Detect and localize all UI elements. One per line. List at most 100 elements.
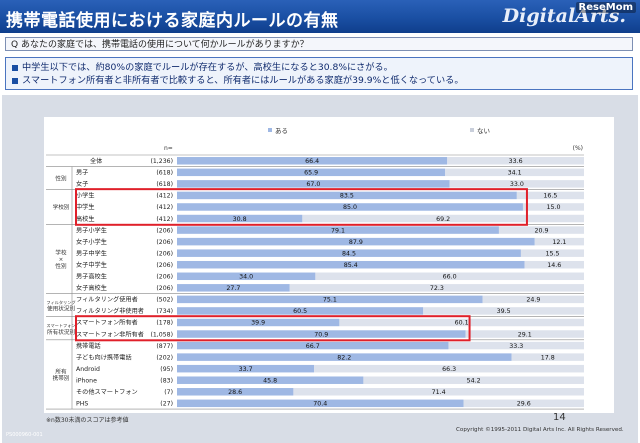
bar-yes [177,191,517,200]
bar-no [498,226,584,234]
percent-header: (%) [573,145,583,152]
bar-yes [177,272,316,281]
value-label-no: 33.0 [510,181,524,188]
bar-yes [177,214,303,223]
row-n: (95) [160,366,173,373]
value-label-no: 54.2 [467,377,481,384]
company-logo: DigitalArts. [502,5,626,27]
value-label-yes: 28.6 [228,389,242,396]
row-label: 女子 [76,180,88,188]
row-label: PHS [76,401,88,408]
value-label-yes: 87.9 [349,239,363,246]
value-label-no: 15.0 [546,204,560,211]
value-label-no: 71.4 [432,389,446,396]
row-n: (206) [156,227,173,234]
bar-yes [177,295,483,304]
row-n: (206) [156,274,173,281]
legend-label-no: ない [477,127,490,135]
value-label-no: 34.1 [508,170,522,177]
group-label: フィルタリング [46,299,75,306]
bar-yes [177,203,523,211]
summary-box: 中学生以下では、約80%の家庭でルールが存在するが、高校生になると30.8%にさ… [5,57,633,90]
summary-text-2: スマートフォン所有者と非所有者で比較すると、所有者にはルールがある家庭が39.9… [22,75,464,86]
bar-yes [177,388,294,396]
row-label: フィルタリング使用者 [76,296,138,304]
bar-no [423,307,584,315]
footnote: ※n数30未満のスコアは参考値 [46,417,129,424]
value-label-yes: 65.9 [304,170,318,177]
bar-yes [177,260,525,269]
bar-yes [177,341,449,350]
row-label: 女子高校生 [76,284,107,292]
bar-yes [177,237,535,246]
value-label-yes: 85.0 [343,204,357,211]
bullet-icon [12,77,18,84]
copyright: Copyright ©1995-2011 Digital Arts Inc. A… [456,427,624,433]
row-label: フィルタリング非使用者 [76,307,144,315]
row-label: 女子小学生 [76,238,107,246]
bar-yes [177,399,464,408]
value-label-yes: 70.4 [313,401,327,408]
bar-no [445,168,584,177]
value-label-yes: 45.8 [263,377,277,384]
value-label-no: 72.3 [430,285,444,292]
row-label: 子ども向け携帯電話 [76,353,132,361]
page-title: 携帯電話使用における家庭内ルールの有無 [6,11,339,31]
row-n: (412) [156,216,173,223]
bullet-icon [12,64,18,71]
value-label-no: 15.5 [545,250,559,257]
group-label: 使用状況別 [47,305,75,313]
bar-yes [177,364,315,373]
bar-no [522,203,584,211]
row-label: 全体 [90,157,103,165]
bar-no [482,295,584,304]
row-n: (27) [160,401,173,408]
row-n: (83) [160,377,173,384]
question-box: Q あなたの家庭では、携帯電話の使用について何かルールがありますか？ [5,37,633,51]
bar-no [302,214,584,223]
n-header: n= [164,145,173,152]
bar-no [449,180,584,188]
value-label-no: 33.6 [509,158,523,165]
row-label: 男子中学生 [76,249,107,257]
bar-no [363,376,584,384]
bar-no [524,260,584,269]
group-label: 学校別 [53,203,70,211]
bar-yes [177,353,512,361]
value-label-no: 66.0 [443,274,457,281]
bar-no [315,272,584,281]
value-label-yes: 67.0 [306,181,320,188]
value-label-no: 29.1 [518,331,532,338]
summary-line-1: 中学生以下では、約80%の家庭でルールが存在するが、高校生になると30.8%にさ… [12,61,626,74]
row-label: その他スマートフォン [76,388,138,396]
row-n: (877) [156,343,173,350]
legend-label-yes: ある [275,127,288,135]
row-n: (1,058) [150,331,173,338]
bar-no [447,157,584,165]
row-n: (178) [156,320,173,327]
row-label: スマートフォン非所有者 [76,330,144,338]
row-label: iPhone [76,377,97,384]
row-n: (618) [156,170,173,177]
row-n: (412) [156,193,173,200]
row-label: 男子高校生 [76,273,107,281]
value-label-yes: 33.7 [239,366,253,373]
value-label-no: 20.9 [534,227,548,234]
row-label: Android [76,366,100,373]
value-label-yes: 30.8 [233,216,247,223]
group-label: 学校 [55,249,67,257]
bar-yes [177,307,424,315]
row-n: (734) [156,308,173,315]
group-label: 携帯別 [53,374,70,382]
value-label-yes: 39.9 [251,320,265,327]
bar-no [511,353,584,361]
value-label-yes: 83.5 [340,193,354,200]
summary-line-2: スマートフォン所有者と非所有者で比較すると、所有者にはルールがある家庭が39.9… [12,74,626,87]
bar-no [463,399,584,408]
document-code: PS000960-001 [6,432,43,438]
group-label: 所有状況別 [47,328,75,336]
row-label: 男子小学生 [76,226,107,234]
legend-swatch-yes [268,128,272,132]
group-label: × [59,257,64,263]
value-label-yes: 70.9 [314,331,328,338]
